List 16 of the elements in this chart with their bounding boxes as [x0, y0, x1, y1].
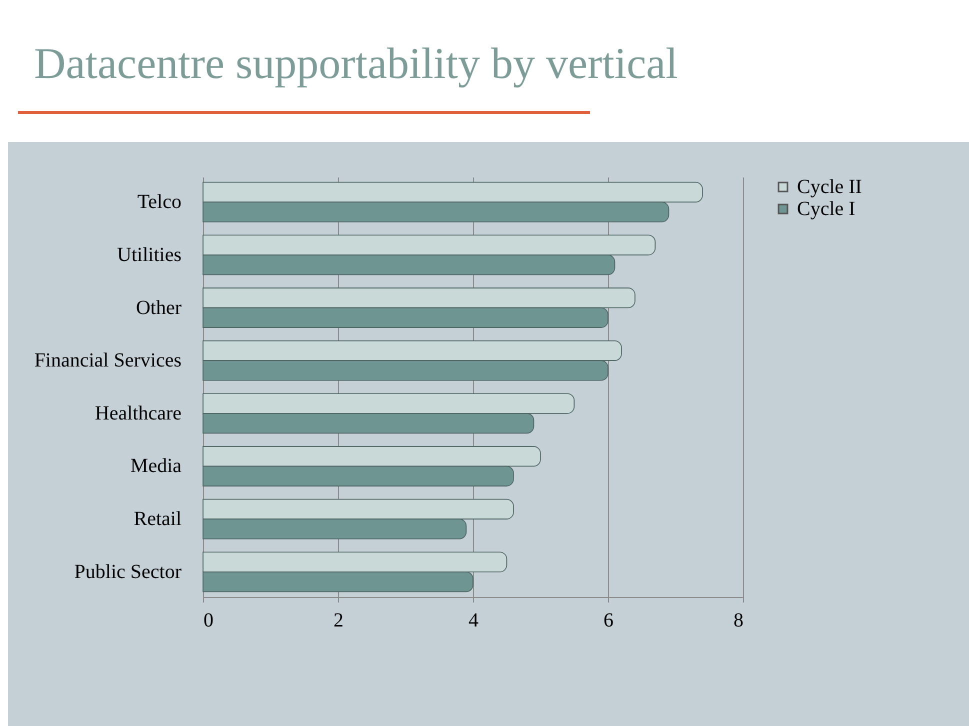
chart-title: Datacentre supportability by vertical [34, 38, 678, 89]
x-tick-label: 6 [604, 610, 614, 632]
y-tick-label: Telco [137, 191, 182, 214]
y-tick-label: Other [136, 296, 182, 319]
x-tick-label: 2 [334, 610, 344, 632]
y-tick-label: Financial Services [34, 350, 182, 372]
x-tick-label: 8 [734, 610, 744, 632]
y-tick-label: Utilities [117, 244, 182, 266]
y-tick-label: Media [130, 455, 182, 478]
legend-label: Cycle II [797, 176, 862, 198]
y-tick-label: Public Sector [74, 560, 182, 583]
x-tick-label: 0 [204, 610, 214, 632]
legend-label: Cycle I [797, 198, 856, 220]
y-tick-label: Healthcare [94, 402, 182, 424]
y-tick-label: Retail [134, 508, 182, 530]
x-tick-label: 4 [468, 610, 478, 632]
